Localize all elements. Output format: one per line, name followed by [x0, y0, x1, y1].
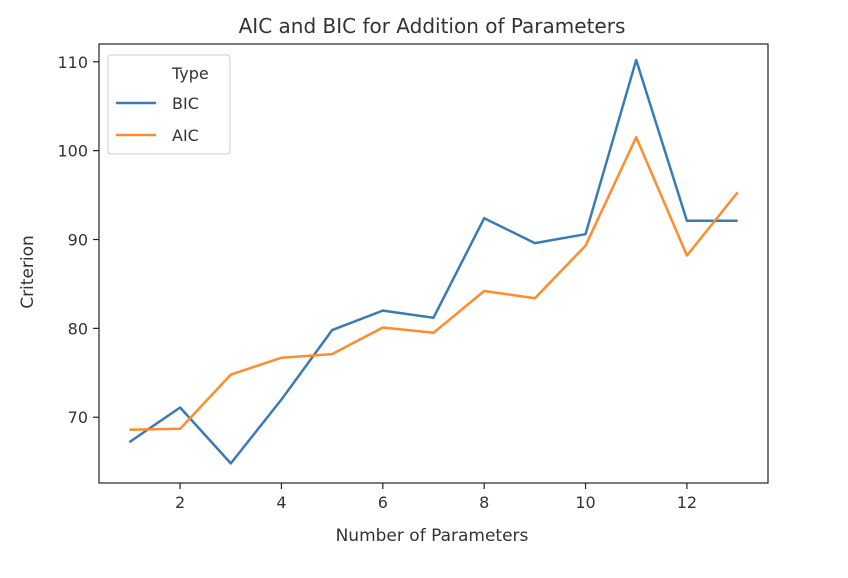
x-tick-label: 4	[276, 493, 286, 512]
legend: Type BIC AIC	[108, 55, 230, 154]
x-tick-label: 10	[575, 493, 595, 512]
x-tick-label: 8	[479, 493, 489, 512]
x-axis-label: Number of Parameters	[336, 526, 529, 546]
legend-label-aic: AIC	[172, 126, 199, 145]
legend-box	[108, 55, 230, 154]
y-tick-label: 70	[68, 408, 88, 427]
chart-title: AIC and BIC for Addition of Parameters	[239, 14, 626, 38]
x-tick-label: 12	[677, 493, 697, 512]
y-tick-label: 90	[68, 231, 88, 250]
series-line-aic	[129, 137, 737, 429]
legend-title: Type	[171, 64, 209, 83]
x-tick-label: 2	[175, 493, 185, 512]
y-tick-label: 80	[68, 319, 88, 338]
y-axis-label: Criterion	[18, 235, 38, 309]
legend-label-bic: BIC	[172, 94, 199, 113]
x-tick-label: 6	[378, 493, 388, 512]
y-tick-label: 110	[57, 53, 88, 72]
y-tick-label: 100	[57, 142, 88, 161]
